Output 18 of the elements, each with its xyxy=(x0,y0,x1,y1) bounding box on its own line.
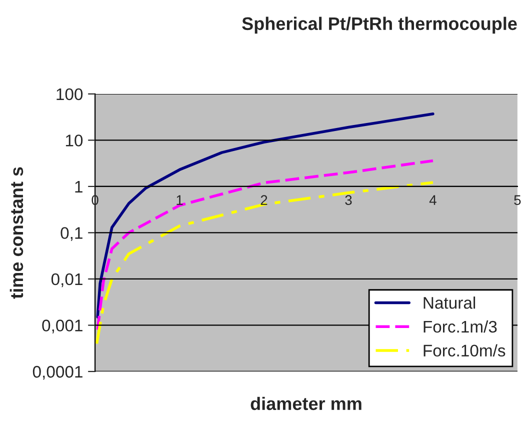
y-tick-label: 10 xyxy=(66,134,83,146)
y-tick-label: 0,1 xyxy=(60,227,82,241)
x-tick-label: 1 xyxy=(176,195,183,205)
y-tick-label: 1 xyxy=(75,181,82,192)
legend-label: Forc.1m/3 xyxy=(424,320,497,333)
x-tick-label: 5 xyxy=(514,195,521,205)
legend-label: Natural xyxy=(424,296,476,309)
chart-title: Spherical Pt/PtRh thermocouple xyxy=(242,16,517,34)
x-tick-label: 4 xyxy=(429,195,436,205)
x-tick-label: 2 xyxy=(260,195,268,205)
y-tick-label: 0,001 xyxy=(42,320,82,334)
x-axis-title: diameter mm xyxy=(250,396,362,410)
y-tick-label: 0,01 xyxy=(51,273,82,288)
y-tick-label: 0,0001 xyxy=(32,366,82,380)
legend-label: Forc.10m/s xyxy=(424,344,506,357)
y-axis-title: time constant s xyxy=(10,167,24,299)
x-tick-label: 3 xyxy=(345,195,352,205)
y-tick-label: 100 xyxy=(56,88,83,100)
